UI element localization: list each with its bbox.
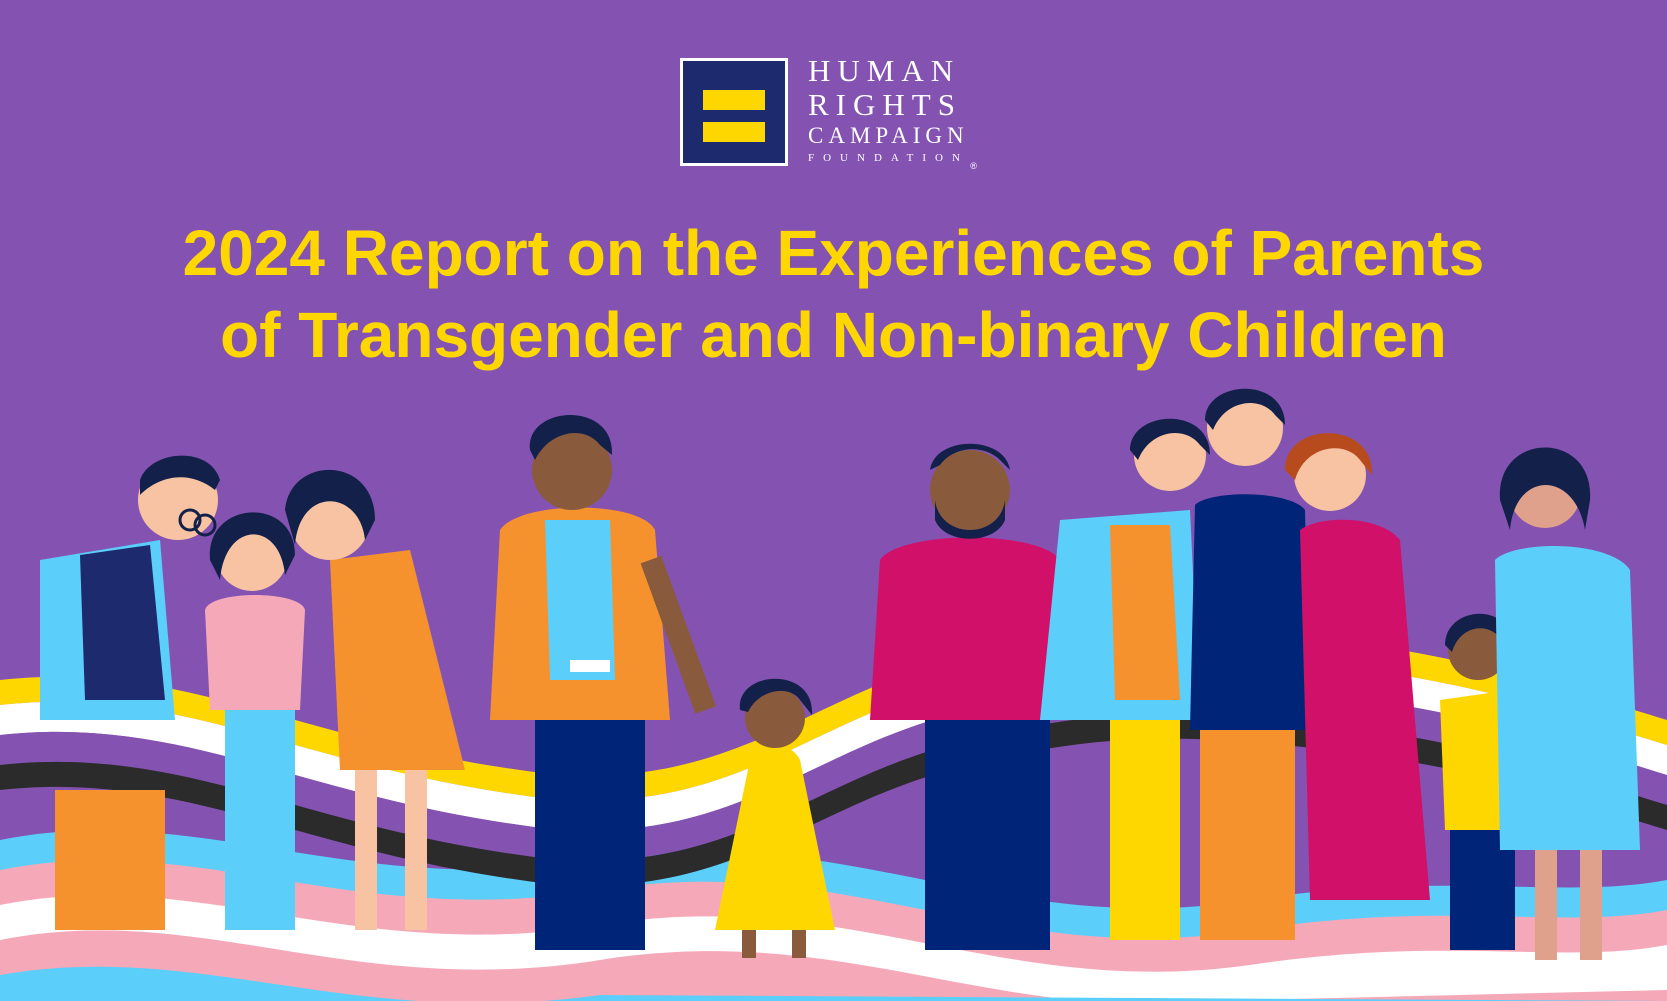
equality-bar-top (703, 90, 765, 110)
man-magenta-shirt (870, 443, 1070, 950)
man-orange-jacket (490, 415, 716, 950)
family-group-right (1040, 388, 1640, 960)
logo-line-foundation: FOUNDATION (808, 152, 969, 164)
logo-line-campaign: CAMPAIGN (808, 123, 969, 148)
registered-mark: ® (970, 161, 977, 171)
logo-wordmark: HUMAN RIGHTS CAMPAIGN FOUNDATION ® (808, 53, 977, 172)
logo-line-human: HUMAN (808, 53, 961, 88)
equality-bar-bottom (703, 122, 765, 142)
logo-line-rights: RIGHTS (808, 87, 962, 122)
equality-icon (680, 58, 788, 166)
report-title-line-2: of Transgender and Non-binary Children (220, 299, 1447, 371)
hrc-logo: HUMAN RIGHTS CAMPAIGN FOUNDATION ® (680, 54, 1000, 176)
report-title: 2024 Report on the Experiences of Parent… (0, 212, 1667, 376)
report-title-line-1: 2024 Report on the Experiences of Parent… (182, 217, 1485, 289)
girl-yellow-dress (715, 678, 835, 958)
family-group-left (40, 455, 465, 930)
